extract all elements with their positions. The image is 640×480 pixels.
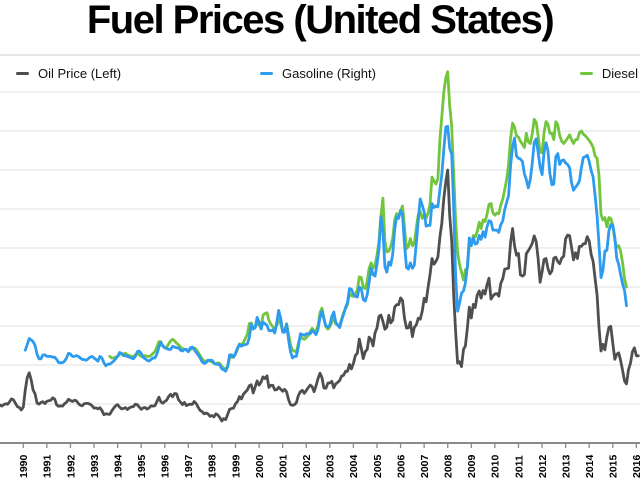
series-line-diesel: [108, 70, 628, 372]
svg-text:2016: 2016: [631, 454, 640, 478]
legend-label-oil-price: Oil Price (Left): [38, 66, 122, 81]
svg-text:2005: 2005: [372, 454, 384, 478]
svg-text:2004: 2004: [348, 454, 360, 478]
chart-title: Fuel Prices (United States): [86, 0, 555, 42]
series-line-oil: [0, 168, 640, 423]
svg-text:2010: 2010: [490, 454, 502, 478]
svg-text:2013: 2013: [560, 454, 572, 478]
x-axis-ticks: [22, 443, 638, 448]
legend-item-diesel[interactable]: Diesel: [579, 55, 638, 92]
svg-text:2008: 2008: [443, 454, 455, 478]
svg-text:2006: 2006: [395, 454, 407, 478]
svg-text:2003: 2003: [325, 454, 337, 478]
svg-text:2012: 2012: [537, 454, 549, 478]
legend-item-gasoline[interactable]: Gasoline (Right): [260, 55, 376, 92]
legend-label-diesel: Diesel: [601, 66, 638, 81]
gasoline-line-swatch-icon: [260, 71, 273, 76]
svg-text:1998: 1998: [207, 454, 219, 478]
series-line-gasoline: [23, 124, 628, 373]
svg-text:1991: 1991: [42, 454, 54, 478]
svg-text:2009: 2009: [466, 454, 478, 478]
svg-text:2015: 2015: [608, 454, 620, 478]
svg-text:1992: 1992: [65, 454, 77, 478]
legend-item-oil-price[interactable]: Oil Price (Left): [16, 55, 121, 92]
svg-text:2000: 2000: [254, 454, 266, 478]
svg-text:1994: 1994: [112, 454, 124, 478]
svg-text:1996: 1996: [160, 454, 172, 478]
svg-text:1993: 1993: [89, 454, 101, 478]
chart-legend: Oil Price (Left) Gasoline (Right) Diesel: [0, 55, 640, 92]
svg-text:2007: 2007: [419, 454, 431, 478]
svg-text:2014: 2014: [584, 454, 596, 478]
svg-text:1997: 1997: [183, 454, 195, 478]
svg-text:2011: 2011: [513, 455, 525, 478]
diesel-line-swatch-icon: [579, 71, 593, 76]
svg-text:1995: 1995: [136, 454, 148, 478]
svg-text:2002: 2002: [301, 454, 313, 478]
x-axis-tick-labels: 1990 1991 1992 1993 1994 1995 1996 1997 1998 1999…: [18, 454, 640, 478]
legend-label-gasoline: Gasoline (Right): [282, 66, 376, 81]
svg-text:1999: 1999: [230, 454, 242, 478]
oil-price-line-swatch-icon: [16, 71, 29, 76]
svg-text:2001: 2001: [277, 454, 289, 478]
svg-text:1990: 1990: [18, 454, 30, 478]
